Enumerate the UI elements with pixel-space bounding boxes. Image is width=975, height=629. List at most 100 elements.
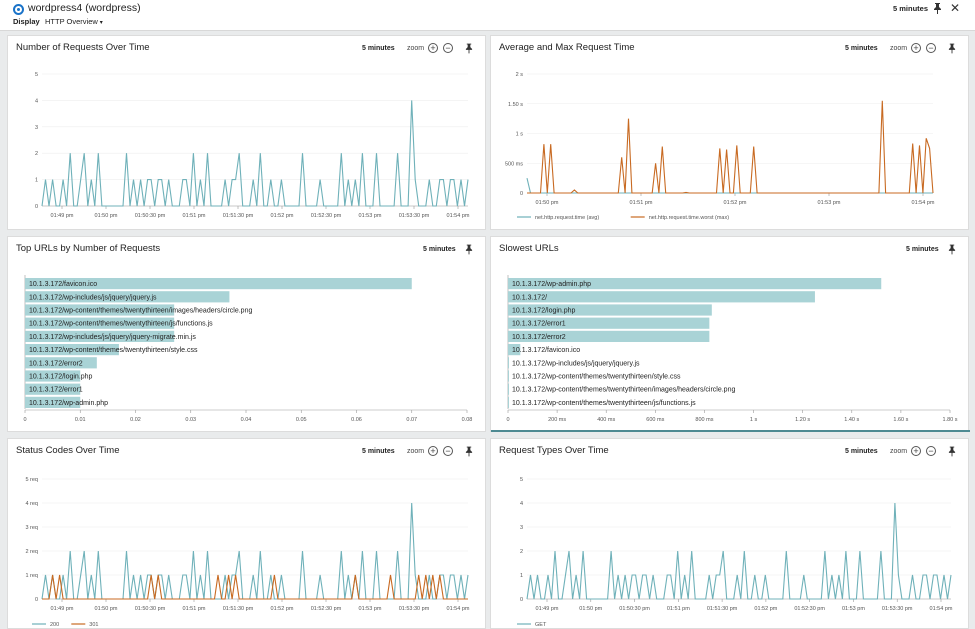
x-tick-label: 01:51 pm <box>667 606 690 612</box>
panel-request-types: Request Types Over Time 5 minutes zoom +… <box>490 438 969 629</box>
panel-time-range[interactable]: 5 minutes <box>906 246 939 253</box>
zoom-out-icon[interactable]: − <box>926 43 936 53</box>
y-tick-label: 4 <box>35 98 38 104</box>
bar-label: 10.1.3.172/ <box>512 294 547 301</box>
bar <box>25 304 175 316</box>
zoom-label: zoom <box>890 448 908 455</box>
pin-icon[interactable] <box>465 446 473 457</box>
panel-time-range[interactable]: 5 minutes <box>362 45 395 52</box>
x-tick-label: 0.03 <box>185 417 196 423</box>
zoom-in-icon[interactable]: + <box>428 446 438 456</box>
bar-label: 10.1.3.172/wp-content/themes/twentythirt… <box>512 387 735 394</box>
x-tick-label: 01:53:30 pm <box>882 606 913 612</box>
bar <box>508 304 712 316</box>
status-codes-line-chart: 0 1 req 2 req 3 req 4 req 5 req 01:49 pm 01:50 … <box>25 477 469 628</box>
x-tick-label: 01:53 pm <box>359 606 382 612</box>
x-tick-label: 01:50 pm <box>95 606 118 612</box>
zoom-in-icon[interactable]: + <box>911 446 921 456</box>
legend-label: net.http.request.time (avg) <box>535 215 599 221</box>
x-tick-label: 0.07 <box>406 417 417 423</box>
pin-icon[interactable] <box>933 3 942 14</box>
y-tick-label: 1 s <box>516 132 524 138</box>
pin-icon[interactable] <box>948 244 956 255</box>
pin-icon[interactable] <box>465 244 473 255</box>
bar <box>508 370 509 382</box>
y-tick-label: 0 <box>35 204 38 210</box>
x-tick-label: 01:50:30 pm <box>619 606 650 612</box>
close-icon[interactable]: ✕ <box>950 1 961 15</box>
series-line-net-http-request-time-worst-max- <box>527 100 934 194</box>
y-tick-label: 1.50 s <box>508 102 523 108</box>
panel-time-range[interactable]: 5 minutes <box>845 448 878 455</box>
bar-label: 10.1.3.172/favicon.ico <box>512 347 580 354</box>
zoom-label: zoom <box>407 448 425 455</box>
pin-icon[interactable] <box>465 43 473 54</box>
x-tick-label: 01:54 pm <box>930 606 953 612</box>
x-tick-label: 01:49 pm <box>536 606 559 612</box>
y-tick-label: 5 <box>35 72 38 78</box>
legend-label: 200 <box>50 622 59 628</box>
zoom-in-icon[interactable]: + <box>911 43 921 53</box>
x-tick-label: 0.02 <box>130 417 141 423</box>
time-range-selector[interactable]: 5 minutes <box>893 4 929 13</box>
x-tick-label: 600 ms <box>646 417 664 423</box>
zoom-label: zoom <box>407 45 425 52</box>
bar-label: 10.1.3.172/wp-admin.php <box>512 281 591 288</box>
top-urls-bar-chart: 10.1.3.172/favicon.ico 10.1.3.172/wp-incl… <box>23 275 472 423</box>
y-tick-label: 3 req <box>25 525 38 531</box>
x-tick-label: 0 <box>506 417 509 423</box>
legend-label: GET <box>535 622 547 628</box>
panel-selected-indicator <box>491 430 970 432</box>
bar <box>508 278 882 290</box>
panel-time-range[interactable]: 5 minutes <box>362 448 395 455</box>
bar <box>508 317 710 329</box>
chevron-down-icon: ▾ <box>99 20 103 26</box>
zoom-out-icon[interactable]: − <box>443 43 453 53</box>
bar <box>25 396 81 408</box>
x-tick-label: 1.40 s <box>844 417 859 423</box>
zoom-out-icon[interactable]: − <box>926 446 936 456</box>
bar-label: 10.1.3.172/wp-content/themes/twentythirt… <box>512 374 681 381</box>
y-tick-label: 1 req <box>25 573 38 579</box>
panel-title: Number of Requests Over Time <box>16 42 150 53</box>
pin-icon[interactable] <box>948 446 956 457</box>
y-tick-label: 5 <box>520 477 523 483</box>
x-tick-label: 01:51:30 pm <box>223 213 254 219</box>
x-tick-label: 01:52:30 pm <box>311 606 342 612</box>
dashboard-dropdown-value: HTTP Overview <box>45 17 98 26</box>
y-tick-label: 3 <box>520 525 523 531</box>
panel-requests-over-time: Number of Requests Over Time 5 minutes z… <box>7 35 486 230</box>
y-tick-label: 2 req <box>25 549 38 555</box>
sysdig-logo-icon <box>13 4 24 15</box>
bar <box>25 383 81 395</box>
x-tick-label: 01:52 pm <box>271 606 294 612</box>
panel-time-range[interactable]: 5 minutes <box>423 246 456 253</box>
zoom-in-icon[interactable]: + <box>428 43 438 53</box>
y-tick-label: 4 req <box>25 501 38 507</box>
dashboard-dropdown[interactable]: HTTP Overview ▾ <box>45 17 103 26</box>
x-tick-label: 01:50:30 pm <box>135 213 166 219</box>
x-tick-label: 01:53:30 pm <box>399 213 430 219</box>
y-tick-label: 4 <box>520 501 523 507</box>
x-tick-label: 01:50 pm <box>536 200 559 206</box>
y-tick-label: 0 <box>520 597 523 603</box>
x-tick-label: 0.06 <box>351 417 362 423</box>
bar-label: 10.1.3.172/error1 <box>29 387 83 394</box>
x-tick-label: 01:53 pm <box>818 200 841 206</box>
series-line-301 <box>42 574 468 600</box>
x-tick-label: 01:53:30 pm <box>399 606 430 612</box>
avg-max-line-chart: 0 500 ms 1 s 1.50 s 2 s 01:50 pm 01:51 pm 01:52… <box>505 72 935 221</box>
x-tick-label: 200 ms <box>548 417 566 423</box>
pin-icon[interactable] <box>948 43 956 54</box>
panel-time-range[interactable]: 5 minutes <box>845 45 878 52</box>
bar-label: 10.1.3.172/wp-content/themes/twentythirt… <box>29 321 213 328</box>
x-tick-label: 0.05 <box>296 417 307 423</box>
x-tick-label: 0.04 <box>241 417 252 423</box>
bar <box>25 317 175 329</box>
x-tick-label: 01:53 pm <box>359 213 382 219</box>
x-tick-label: 01:50 pm <box>95 213 118 219</box>
requests-line-chart: 0 1 2 3 4 5 01:49 pm 01:50 pm 01:50:30 pm 01:51 p… <box>35 72 470 219</box>
zoom-out-icon[interactable]: − <box>443 446 453 456</box>
bar <box>25 278 412 290</box>
x-tick-label: 01:49 pm <box>51 213 74 219</box>
